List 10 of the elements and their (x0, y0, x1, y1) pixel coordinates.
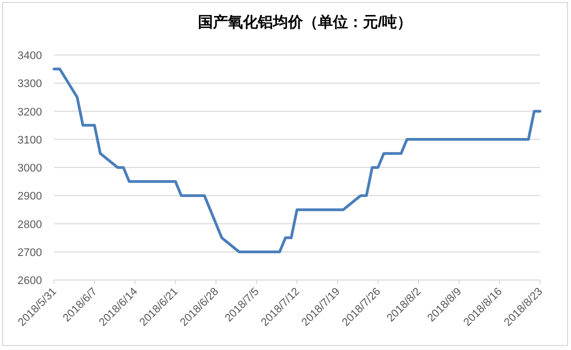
y-tick-label: 3200 (18, 106, 42, 118)
y-tick-label: 2600 (18, 275, 42, 287)
y-tick-label: 2700 (18, 246, 42, 259)
y-tick-label: 2800 (18, 218, 42, 231)
y-tick-label: 3400 (18, 50, 42, 62)
y-tick-label: 2900 (18, 190, 42, 203)
y-tick-label: 3100 (18, 134, 42, 146)
y-tick-label: 3000 (18, 162, 42, 174)
title: 国产氧化铝均价（单位：元/吨） (198, 14, 412, 31)
y-tick-label: 3300 (18, 78, 42, 90)
